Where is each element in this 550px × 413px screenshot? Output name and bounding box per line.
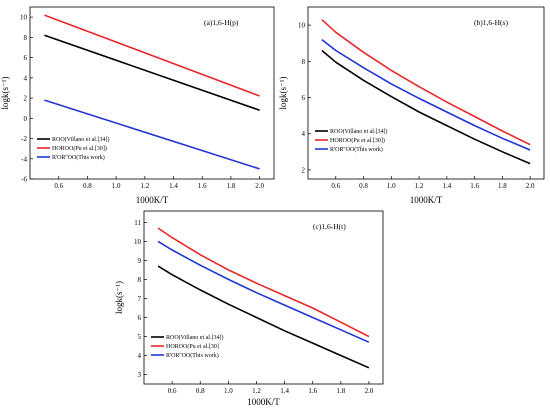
plot-frame [29, 6, 275, 180]
series-line-2 [44, 14, 260, 97]
x-tick-label: 0.6 [168, 387, 177, 395]
y-tick-label: 4 [138, 352, 142, 360]
y-tick-label: 7 [138, 295, 142, 303]
y-tick-label: 11 [134, 219, 141, 227]
x-tick-label: 1.2 [415, 182, 424, 190]
x-tick-label: 1.0 [224, 387, 233, 395]
panel-title: (b)1,6-H(s) [474, 18, 508, 27]
x-axis-label: 1000K/T [410, 195, 443, 205]
x-tick-label: 1.2 [252, 387, 261, 395]
x-axis-label: 1000K/T [247, 397, 280, 407]
y-tick-label: 10 [20, 14, 28, 22]
x-tick-label: 0.6 [331, 182, 340, 190]
x-tick-label: 2.0 [526, 182, 535, 190]
y-tick-label: 8 [302, 58, 306, 66]
y-tick-label: -6 [21, 176, 27, 184]
x-tick-label: 1.2 [140, 182, 149, 190]
y-tick-label: 9 [138, 257, 142, 265]
legend-label: HOROO(Pu et al.[30]) [52, 145, 107, 152]
series-line-3 [157, 240, 370, 343]
chart-panel-2: 0.6 0.8 1.0 1.2 1.4 1.6 1.8 2.0 2 4 6 8 10 1000K/T log… [278, 6, 545, 205]
legend-label: R'OR''OO(This work) [52, 154, 105, 161]
series-line-3 [44, 99, 260, 170]
series-line-1 [321, 49, 531, 165]
x-tick-label: 1.4 [280, 387, 289, 395]
y-tick-label: 5 [138, 333, 142, 341]
y-tick-label: 4 [302, 130, 306, 138]
plot-frame [143, 210, 384, 385]
x-tick-label: 1.8 [498, 182, 507, 190]
legend-label: HOROO(Pu et al.[30]) [330, 137, 385, 144]
y-tick-label: 2 [24, 95, 28, 103]
series-line-2 [157, 227, 370, 338]
x-tick-label: 1.6 [308, 387, 317, 395]
legend-label: ROO(Villano et al.[34]) [330, 128, 387, 135]
series-line-2 [321, 19, 531, 146]
panel-title: (c)1,6-H(t) [313, 222, 346, 231]
x-tick-label: 1.6 [198, 182, 207, 190]
panel-title: (a)1,6-H(p) [204, 18, 239, 27]
x-tick-label: 1.8 [336, 387, 345, 395]
chart-panel-1: 0.6 0.8 1.0 1.2 1.4 1.6 1.8 2.0 -6 -4 -2 0 2 4 6 8 10 100… [0, 6, 275, 205]
legend-label: R'OR''OO(This work) [330, 146, 383, 153]
series-line-3 [321, 38, 531, 151]
x-tick-label: 2.0 [255, 182, 264, 190]
x-tick-label: 0.8 [196, 387, 205, 395]
x-tick-label: 2.0 [365, 387, 374, 395]
y-axis-label: logk(s⁻¹) [0, 77, 10, 110]
y-tick-label: 10 [134, 238, 142, 246]
x-tick-label: 1.4 [169, 182, 178, 190]
x-tick-label: 1.4 [442, 182, 451, 190]
y-tick-label: -4 [21, 155, 27, 163]
x-tick-label: 1.8 [227, 182, 236, 190]
x-tick-label: 0.8 [83, 182, 92, 190]
x-axis-label: 1000K/T [136, 195, 169, 205]
legend-label: ROO(Villano et al.[34]) [166, 334, 223, 341]
legend-label: HOROO(Pu et al.[30] [166, 343, 219, 350]
legend-label: R'OR''OO(This work) [166, 352, 219, 359]
chart-panel-3: 0.6 0.8 1.0 1.2 1.4 1.6 1.8 2.0 3 4 5 6 7 8 9 10 11 1000K… [114, 210, 384, 407]
plot-frame [307, 6, 545, 180]
series-line-1 [44, 34, 260, 111]
x-tick-label: 1.0 [112, 182, 121, 190]
y-tick-label: 6 [302, 94, 306, 102]
y-tick-label: 8 [138, 276, 142, 284]
y-tick-label: 0 [24, 115, 28, 123]
y-tick-label: 2 [302, 166, 306, 174]
x-tick-label: 0.8 [359, 182, 368, 190]
y-tick-label: 8 [24, 34, 28, 42]
x-tick-label: 1.6 [470, 182, 479, 190]
series-line-1 [157, 265, 370, 369]
legend-label: ROO(Villano et al.[34]) [52, 136, 109, 143]
y-tick-label: 10 [298, 22, 306, 30]
y-tick-label: -2 [21, 135, 27, 143]
x-tick-label: 1.0 [387, 182, 396, 190]
y-tick-label: 6 [138, 314, 142, 322]
y-axis-label: logk(s⁻¹) [278, 77, 288, 110]
y-tick-label: 4 [24, 74, 28, 82]
y-tick-label: 6 [24, 54, 28, 62]
x-tick-label: 0.6 [54, 182, 63, 190]
y-tick-label: 3 [138, 371, 142, 379]
y-axis-label: logk(s⁻¹) [114, 281, 124, 314]
